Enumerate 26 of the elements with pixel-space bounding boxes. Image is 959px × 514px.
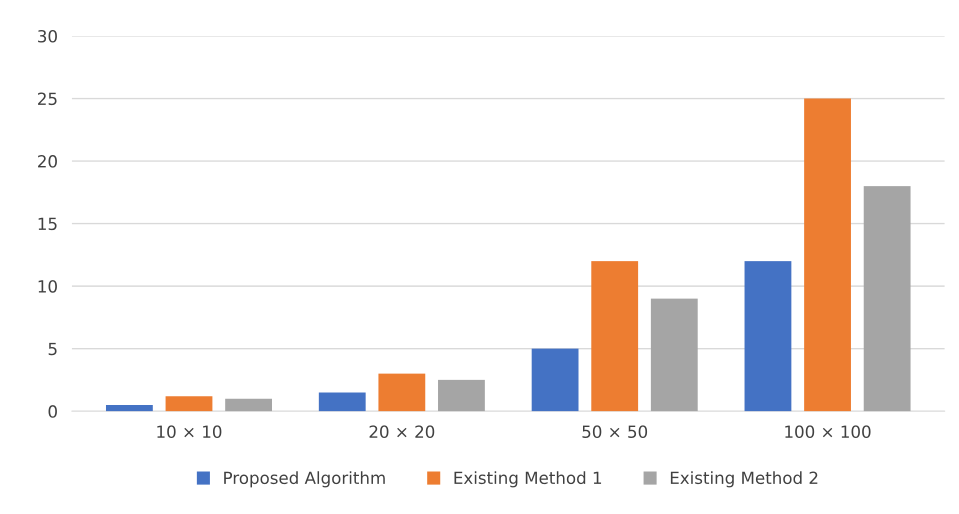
bar <box>225 398 272 412</box>
bar <box>532 348 579 412</box>
y-tick-label: 0 <box>48 405 57 418</box>
y-tick-label: 10 <box>38 280 57 293</box>
y-tick-label: 5 <box>48 342 57 356</box>
x-tick-label: 100 × 100 <box>785 425 871 438</box>
bar <box>650 298 698 412</box>
legend-label: Existing Method 2 <box>670 471 818 488</box>
bar <box>106 404 153 412</box>
bar <box>864 186 911 412</box>
legend-label: Proposed Algorithm <box>224 471 385 488</box>
y-tick-label: 15 <box>38 218 57 230</box>
y-tick-label: 30 <box>38 30 57 43</box>
bar <box>744 261 792 412</box>
bar <box>438 380 485 412</box>
x-tick-label: 50 × 50 <box>582 425 648 438</box>
y-tick-label: 25 <box>38 92 57 106</box>
x-tick-label: 20 × 20 <box>370 425 434 438</box>
bar <box>804 98 851 412</box>
bar <box>318 392 366 412</box>
bar <box>166 396 212 412</box>
legend-label: Existing Method 1 <box>454 471 602 488</box>
bar <box>591 261 638 412</box>
x-tick-label: 10 × 10 <box>157 425 222 438</box>
y-tick-label: 20 <box>38 155 57 168</box>
bar <box>378 374 426 412</box>
